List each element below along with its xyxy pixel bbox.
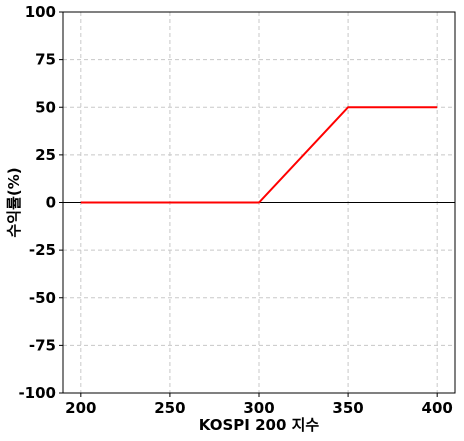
x-tick-label: 400 [422, 399, 453, 417]
y-tick-label: 25 [35, 146, 56, 164]
y-tick-label: -25 [29, 241, 56, 259]
y-tick-label: 50 [35, 98, 56, 116]
x-tick-label: 300 [243, 399, 274, 417]
x-axis-label: KOSPI 200 지수 [199, 416, 320, 434]
x-tick-label: 250 [154, 399, 185, 417]
y-tick-label: -100 [18, 384, 56, 402]
x-tick-label: 200 [65, 399, 96, 417]
y-axis-label: 수익률(%) [5, 167, 23, 237]
y-tick-label: 75 [35, 51, 56, 69]
y-tick-label: 0 [46, 194, 56, 212]
y-tick-label: -75 [29, 336, 56, 354]
series-line [80, 106, 438, 204]
x-tick-label: 350 [332, 399, 363, 417]
y-tick-label: -50 [29, 289, 56, 307]
y-tick-label: 100 [25, 3, 56, 21]
